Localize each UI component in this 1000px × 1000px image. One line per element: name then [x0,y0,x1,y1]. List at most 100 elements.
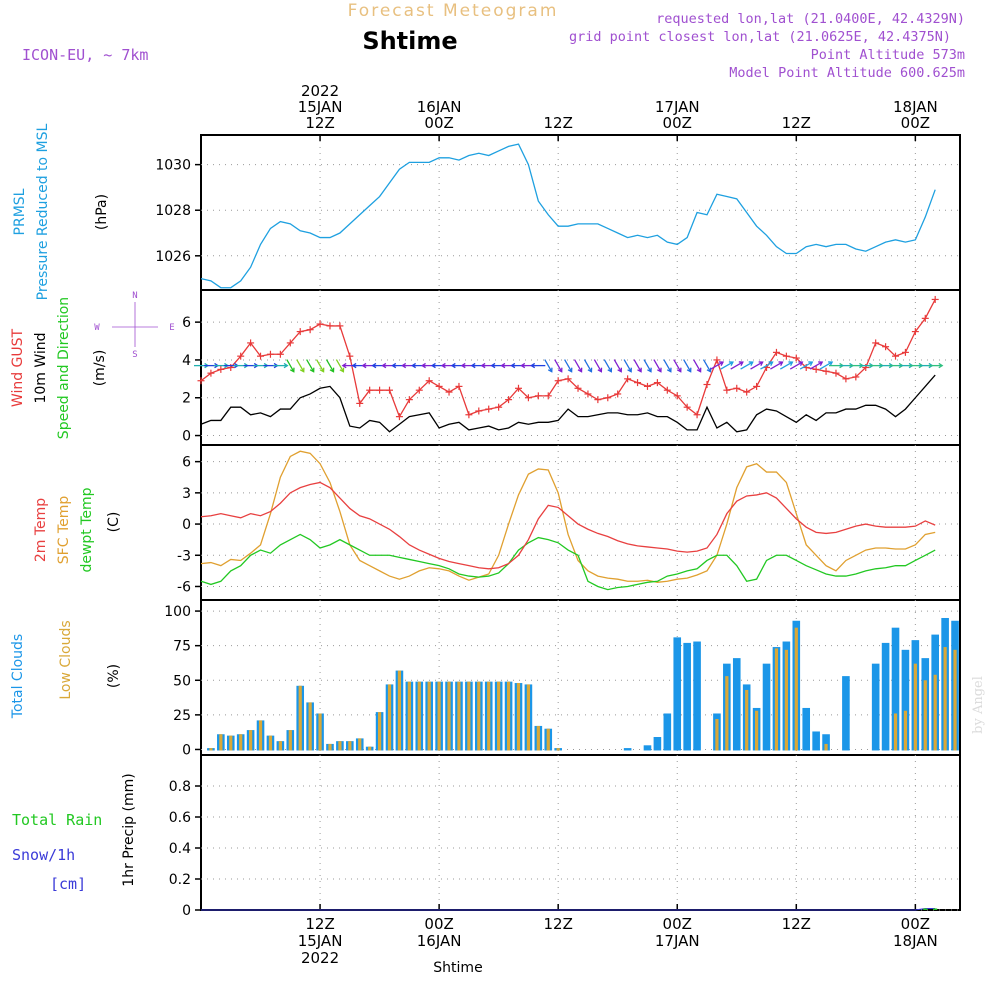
bottom-time-label: 12Z [782,915,811,933]
wind-arrow [710,361,725,370]
gust-point [514,384,522,392]
low-cloud-bar [397,670,402,751]
y-tick-label: 6 [182,315,191,331]
total-cloud-bar [762,663,771,751]
y-tick-label: -3 [177,548,191,564]
bottom-time-label: 12Z [543,915,572,933]
wind-arrow [530,362,546,369]
top-time-label: 00Z [663,114,692,132]
wind-unit: (m/s) [92,350,108,387]
wind-arrow [928,362,944,369]
gust-point [723,386,731,394]
y-tick-label: 1030 [155,158,191,174]
gust-point [594,396,602,404]
plot-marks [197,143,959,911]
wind-arrow [702,359,712,373]
low-cloud-bar [239,734,243,751]
gust-point [346,352,354,360]
gust-label: Wind GUST [10,328,26,407]
gust-point [554,377,562,385]
gust-point [911,328,919,336]
low-cloud-bar [348,741,352,751]
gust-point [703,381,711,389]
gust-point [505,396,513,404]
total-cloud-bar [693,641,701,751]
gust-point [792,354,800,362]
gust-point [435,382,443,390]
series-dewpt-line [200,533,936,591]
bottom-time-label: 17JAN [655,932,700,950]
gust-point [336,322,344,330]
wind-arrow [603,359,613,373]
wind-arrow [683,359,692,373]
gust-point [604,394,612,402]
gust-point [673,392,681,400]
top-time-label: 16JAN [417,98,462,116]
low-cloud-bar [437,681,441,751]
low-cloud-bar [546,728,550,751]
gust-point [852,373,860,381]
rain-label: Total Rain [12,811,102,829]
y-tick-label: 0.4 [169,841,191,857]
wind-arrow [673,359,682,373]
gust-point [693,411,701,419]
low-cloud-bar [487,681,491,751]
total-cloud-bar [901,649,910,751]
wind-arrow [593,359,603,373]
y-tick-label: 0 [182,742,191,758]
top-time-label: 2022 [301,82,339,100]
prmsl-label: PRMSL [12,188,28,235]
y-tick-label: -6 [177,579,191,595]
wind-arrow [799,361,814,370]
total-cloud-bar [812,731,820,751]
y-tick-label: 6 [182,455,191,471]
gust-point [663,386,671,394]
t2m-label: 2m Temp [33,498,49,562]
top-time-label: 12Z [543,114,572,132]
gust-point [544,392,552,400]
gust-point [524,394,532,402]
series-prmsl-line [200,143,936,289]
bottom-time-label: 18JAN [893,932,938,950]
gust-point [921,314,929,322]
low-cloud-bar [249,730,253,751]
low-cloud-bar [219,734,223,751]
gust-point [247,339,255,347]
low-cloud-bar [209,748,213,751]
wind-arrow [663,359,672,373]
wind-arrow [730,361,744,370]
gust-point [743,388,751,396]
clouds-unit: (%) [106,664,122,688]
wind-arrow [653,359,662,373]
gust-point [217,365,225,373]
series-rain-line [201,907,936,911]
gust-point [624,375,632,383]
y-tick-label: 1028 [155,203,191,219]
low-cloud-bar [536,725,540,751]
top-time-label: 12Z [782,114,811,132]
gust-point [455,382,463,390]
wind-arrow [296,359,305,373]
top-time-label: 00Z [424,114,453,132]
low-cloud-bar [308,702,312,751]
y-tick-label: 0 [182,903,191,919]
bottom-time-label: 12Z [305,915,334,933]
pressure-unit: (hPa) [94,194,110,230]
low-cloud-bar [526,684,531,751]
gust-point [564,375,572,383]
low-cloud-bar [477,681,481,751]
bottom-time-label: 00Z [663,915,692,933]
footer-location: Shtime [433,960,482,976]
y-tick-label: 0.6 [169,810,191,826]
wind-arrow [693,359,702,373]
wind-arrow [564,359,573,373]
wind-direction-arrows [194,359,944,373]
y-tick-label: 0 [182,429,191,445]
rain-bar [933,908,938,910]
wind-arrow [633,359,642,373]
gust-point [892,352,900,360]
series-gust-line [200,299,936,419]
gust-point [901,348,909,356]
y-tick-label: 75 [173,639,191,655]
